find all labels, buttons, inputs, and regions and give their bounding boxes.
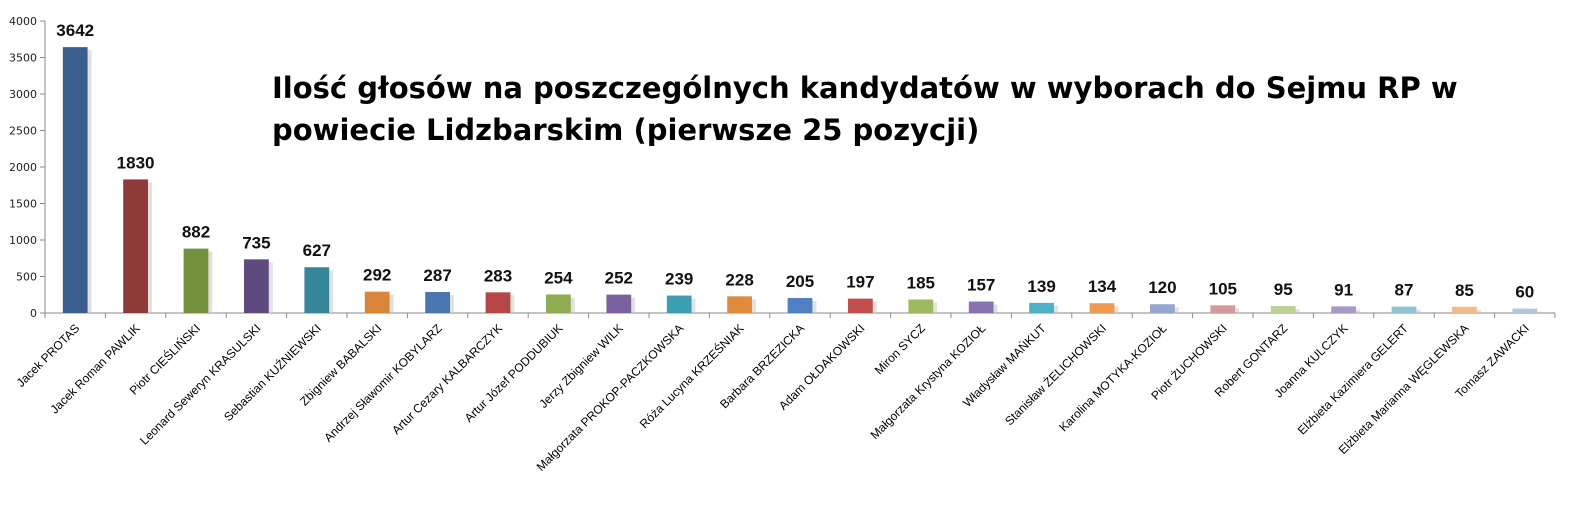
bar	[1150, 304, 1175, 313]
data-label: 157	[967, 276, 995, 295]
category-label: Elżbieta Marianna WĘGLEWSKA	[1336, 321, 1472, 457]
data-label: 139	[1027, 277, 1055, 296]
data-label: 292	[363, 266, 391, 285]
data-label: 3642	[56, 21, 94, 40]
bar	[546, 294, 571, 313]
bar	[62, 47, 88, 313]
bar	[183, 248, 209, 313]
data-label: 105	[1209, 279, 1237, 298]
bar	[727, 296, 752, 313]
y-tick-label: 1000	[9, 234, 37, 247]
bar	[787, 298, 813, 313]
bar	[1029, 302, 1054, 313]
data-label: 95	[1274, 280, 1293, 299]
category-label: Jacek PROTAS	[14, 321, 83, 390]
y-tick-label: 2000	[9, 161, 37, 174]
bar	[1331, 306, 1356, 313]
data-label: 87	[1395, 281, 1414, 300]
y-tick-label: 3500	[9, 52, 37, 65]
category-label: Miron SYCZ	[872, 321, 928, 377]
category-label: Małgorzata Krystyna KOZIOŁ	[868, 321, 989, 442]
bar	[123, 179, 148, 313]
bars	[62, 47, 1542, 313]
y-tick-label: 0	[30, 307, 37, 320]
bar	[1391, 306, 1417, 313]
y-tick-label: 1500	[9, 198, 37, 211]
chart-title: Ilość głosów na poszczególnych kandydató…	[272, 71, 1458, 147]
bar	[244, 259, 269, 313]
category-label: Róża Lucyna KRZEŚNIAK	[636, 321, 747, 432]
data-label: 91	[1334, 280, 1353, 299]
bar	[666, 295, 692, 313]
data-label: 228	[725, 270, 753, 289]
bar	[1270, 306, 1296, 313]
data-label: 134	[1088, 277, 1117, 296]
chart-title-line-2: powiecie Lidzbarskim (pierwsze 25 pozycj…	[272, 113, 979, 147]
bar	[364, 291, 390, 313]
y-tick-label: 3000	[9, 88, 37, 101]
bar	[304, 267, 330, 313]
y-tick-label: 500	[16, 271, 37, 284]
bar	[1512, 308, 1538, 313]
chart-title-line-1: Ilość głosów na poszczególnych kandydató…	[272, 71, 1458, 105]
bar	[485, 292, 511, 313]
data-labels: 3642 1830 882 735 627 292 287 283 254 252 239 228 20…	[56, 21, 1534, 301]
data-label: 120	[1148, 278, 1176, 297]
bar	[908, 299, 934, 313]
data-label: 239	[665, 270, 693, 289]
category-label: Andrzej Sławomir KOBYLARZ	[321, 321, 445, 445]
category-label: Leonard Seweryn KRASULSKI	[137, 321, 263, 447]
data-label: 205	[786, 272, 814, 291]
category-label: Sebastian KUŹNIEWSKI	[220, 321, 324, 425]
data-label: 85	[1455, 281, 1474, 300]
data-label: 1830	[117, 153, 155, 172]
data-label: 60	[1515, 283, 1534, 302]
bar	[425, 292, 450, 313]
bar	[1210, 305, 1236, 313]
bar	[968, 301, 994, 313]
y-tick-label: 2500	[9, 125, 37, 138]
category-label: Karolina MOTYKA-KOZIOŁ	[1056, 321, 1169, 434]
category-label: Artur Cezary KALBARCZYK	[389, 321, 505, 437]
data-label: 735	[242, 233, 270, 252]
category-label: Elżbieta Kazimiera GELERT	[1295, 321, 1412, 438]
bar	[1452, 306, 1477, 313]
data-label: 254	[544, 268, 573, 287]
category-label: Artur Józef PODDUBIUK	[462, 321, 566, 425]
data-label: 627	[303, 241, 331, 260]
data-label: 882	[182, 223, 210, 242]
data-label: 287	[423, 266, 451, 285]
y-tick-label: 4000	[9, 15, 37, 28]
bar	[848, 298, 873, 313]
data-label: 197	[846, 273, 874, 292]
bar	[1089, 303, 1115, 313]
data-label: 283	[484, 266, 512, 285]
data-label: 185	[907, 273, 935, 292]
axes: 0 500 1000 1500 2000 2500 3000 3500 4000	[9, 15, 1556, 320]
data-label: 252	[605, 269, 633, 288]
category-label: Stanisław ŻELICHOWSKI	[1002, 321, 1109, 428]
bar	[606, 294, 632, 313]
